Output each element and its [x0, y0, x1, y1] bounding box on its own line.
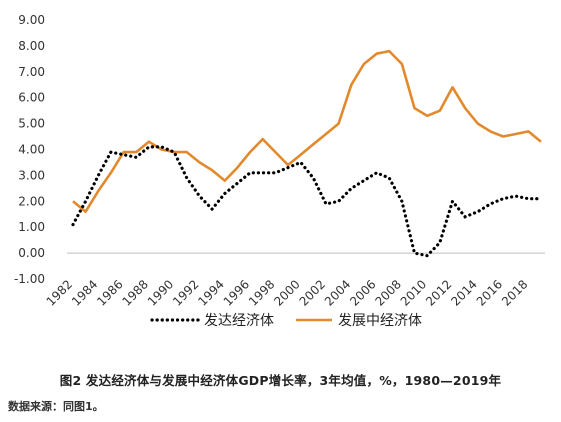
- series-line-developing: [72, 49, 542, 213]
- y-tick-label: 5.00: [18, 117, 45, 131]
- x-tick-label: 1996: [221, 277, 252, 308]
- figure-caption: 图2 发达经济体与发展中经济体GDP增长率，3年均值，%，1980—2019年: [59, 373, 502, 388]
- x-axis-tick-labels: 1982198419861988199019921994199619982000…: [44, 277, 531, 308]
- legend-label-developing: 发展中经济体: [338, 313, 422, 329]
- x-tick-label: 1982: [44, 277, 75, 308]
- x-tick-label: 1988: [120, 277, 151, 308]
- x-tick-label: 2012: [423, 277, 454, 308]
- x-tick-label: 1986: [94, 277, 125, 308]
- x-tick-label: 2006: [347, 277, 378, 308]
- x-tick-label: 2014: [448, 277, 479, 308]
- x-tick-label: 2004: [322, 277, 353, 308]
- y-tick-label: -1.00: [14, 272, 45, 286]
- y-tick-label: 2.00: [18, 194, 45, 208]
- x-tick-label: 2010: [398, 277, 429, 308]
- x-tick-label: 2008: [372, 277, 403, 308]
- y-tick-label: 6.00: [18, 91, 45, 105]
- y-tick-label: 0.00: [18, 246, 45, 260]
- y-axis-tick-labels: -1.00 0.00 1.00 2.00 3.00 4.00 5.00 6.00 7.00 8.0…: [14, 13, 45, 286]
- x-tick-label: 2016: [474, 277, 505, 308]
- y-tick-label: 1.00: [18, 220, 45, 234]
- legend: 发达经济体 发展中经济体: [150, 313, 422, 329]
- legend-label-developed: 发达经济体: [204, 313, 274, 329]
- legend-item-developing: 发展中经济体: [296, 313, 422, 329]
- legend-item-developed: 发达经济体: [150, 313, 274, 329]
- y-tick-label: 9.00: [18, 13, 45, 27]
- x-tick-label: 1984: [69, 277, 100, 308]
- x-tick-label: 1994: [195, 277, 226, 308]
- y-tick-label: 3.00: [18, 168, 45, 182]
- x-tick-label: 1990: [145, 277, 176, 308]
- x-tick-label: 2000: [271, 277, 302, 308]
- x-tick-label: 2002: [297, 277, 328, 308]
- x-tick-label: 1992: [170, 277, 201, 308]
- x-tick-label: 1998: [246, 277, 277, 308]
- line-chart: -1.00 0.00 1.00 2.00 3.00 4.00 5.00 6.00 7.00 8.0…: [14, 13, 545, 329]
- y-tick-label: 7.00: [18, 65, 45, 79]
- y-tick-label: 4.00: [18, 143, 45, 157]
- x-tick-label: 2018: [499, 277, 530, 308]
- y-tick-label: 8.00: [18, 39, 45, 53]
- data-source-note: 数据来源：同图1。: [8, 400, 104, 413]
- series-line-developed: [71, 145, 543, 258]
- series-lines: [71, 49, 543, 258]
